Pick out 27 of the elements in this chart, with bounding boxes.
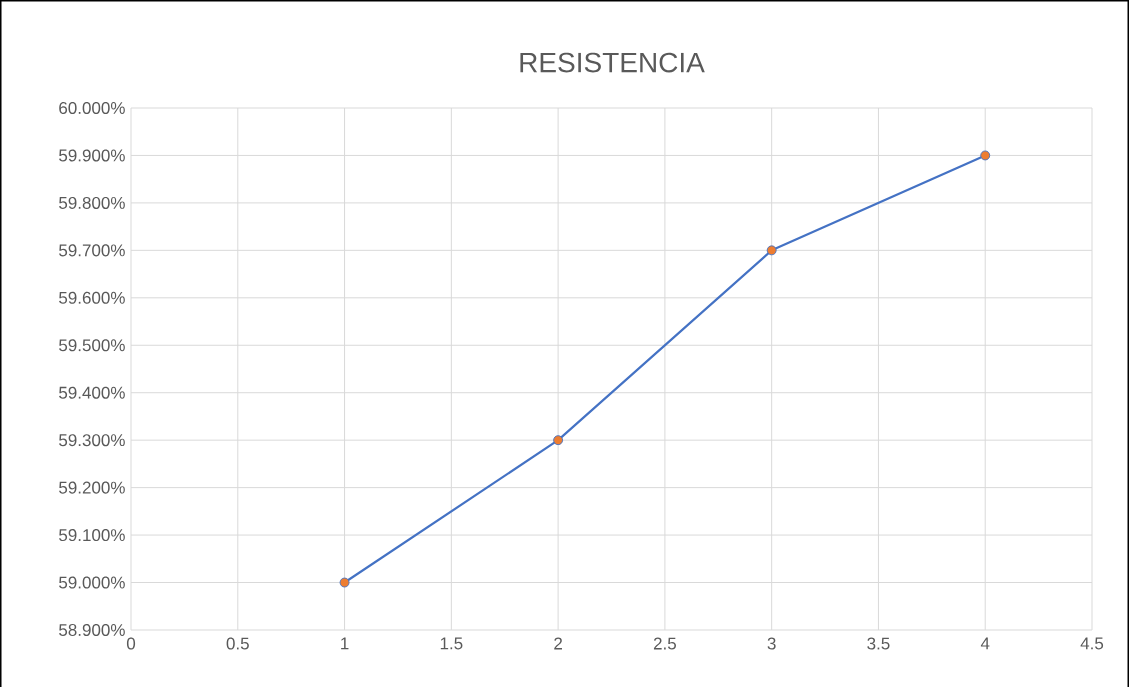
y-tick-label: 58.900% [59,623,125,637]
y-tick-label: 59.400% [59,386,125,399]
x-tick-label: 2 [554,637,562,650]
y-tick-label: 59.200% [59,481,125,494]
x-tick-label: 0 [126,637,136,650]
y-tick-label: 60.000% [59,101,125,115]
y-tick-label: 59.600% [59,291,125,304]
point [766,245,777,256]
y-tick-label: 59.900% [59,149,125,162]
point [553,435,564,446]
x-tick-label: 3.5 [867,637,890,650]
x-tick-label: 4.5 [1080,637,1104,650]
y-tick-label: 59.500% [59,339,125,352]
y-tick-label: 59.700% [59,244,125,257]
y-tick-label: 59.800% [59,196,125,209]
y-tick-label: 59.000% [59,576,125,589]
point [980,150,991,161]
y-tick-label: 59.300% [59,434,125,447]
y-tick-label: 59.100% [59,529,125,542]
x-tick-label: 2.5 [653,637,676,650]
x-tick-label: 3 [767,637,776,650]
point [339,577,350,588]
x-tick-label: 0.5 [226,637,249,650]
x-tick-label: 4 [980,637,990,650]
chart-title: RESISTENCIA [520,52,705,73]
x-tick-label: 1 [341,637,349,650]
x-tick-label: 1.5 [440,637,463,650]
